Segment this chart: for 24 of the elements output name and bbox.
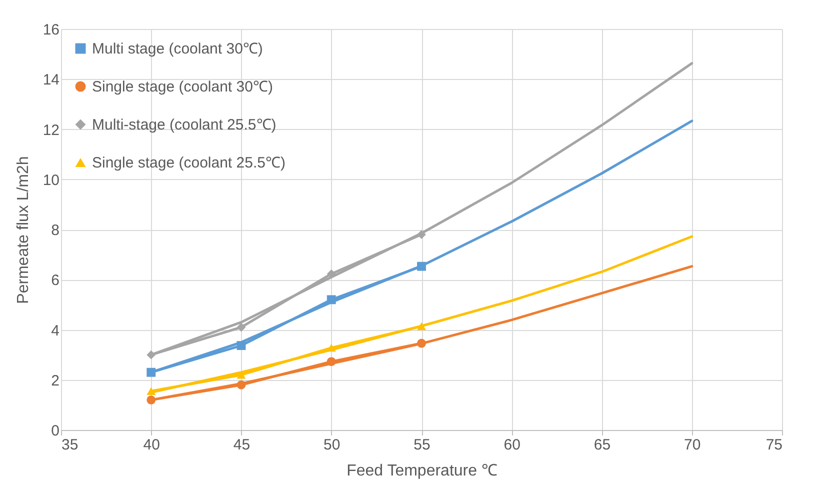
x-tick-label: 65 [594,436,611,454]
y-tick-label: 4 [51,322,60,340]
x-tick-label: 60 [504,436,520,454]
y-tick-label: 0 [51,422,60,440]
x-tick-label: 35 [62,436,78,454]
legend-label: Single stage (coolant 25.5℃) [92,154,286,172]
y-tick-label: 16 [42,22,60,38]
y-tick-label: 6 [51,272,60,290]
y-axis-title: Permeate flux L/m2h [14,156,32,304]
y-tick-label: 14 [42,72,60,89]
x-axis-title: Feed Temperature ℃ [346,462,498,480]
x-tick-label: 45 [233,436,250,454]
x-tick-label: 40 [143,436,160,454]
legend-label: Single stage (coolant 30℃) [92,78,273,96]
y-tick-label: 12 [42,122,60,139]
x-tick-label: 55 [414,436,430,454]
x-tick-label: 50 [324,436,340,454]
legend-label: Multi stage (coolant 30℃) [92,40,263,58]
y-tick-label: 2 [51,372,60,390]
y-tick-label: 8 [51,222,60,239]
y-tick-label: 10 [42,172,60,189]
x-tick-label: 75 [766,436,782,454]
legend-label: Multi-stage (coolant 25.5℃) [92,116,276,134]
x-tick-label: 70 [684,436,701,454]
